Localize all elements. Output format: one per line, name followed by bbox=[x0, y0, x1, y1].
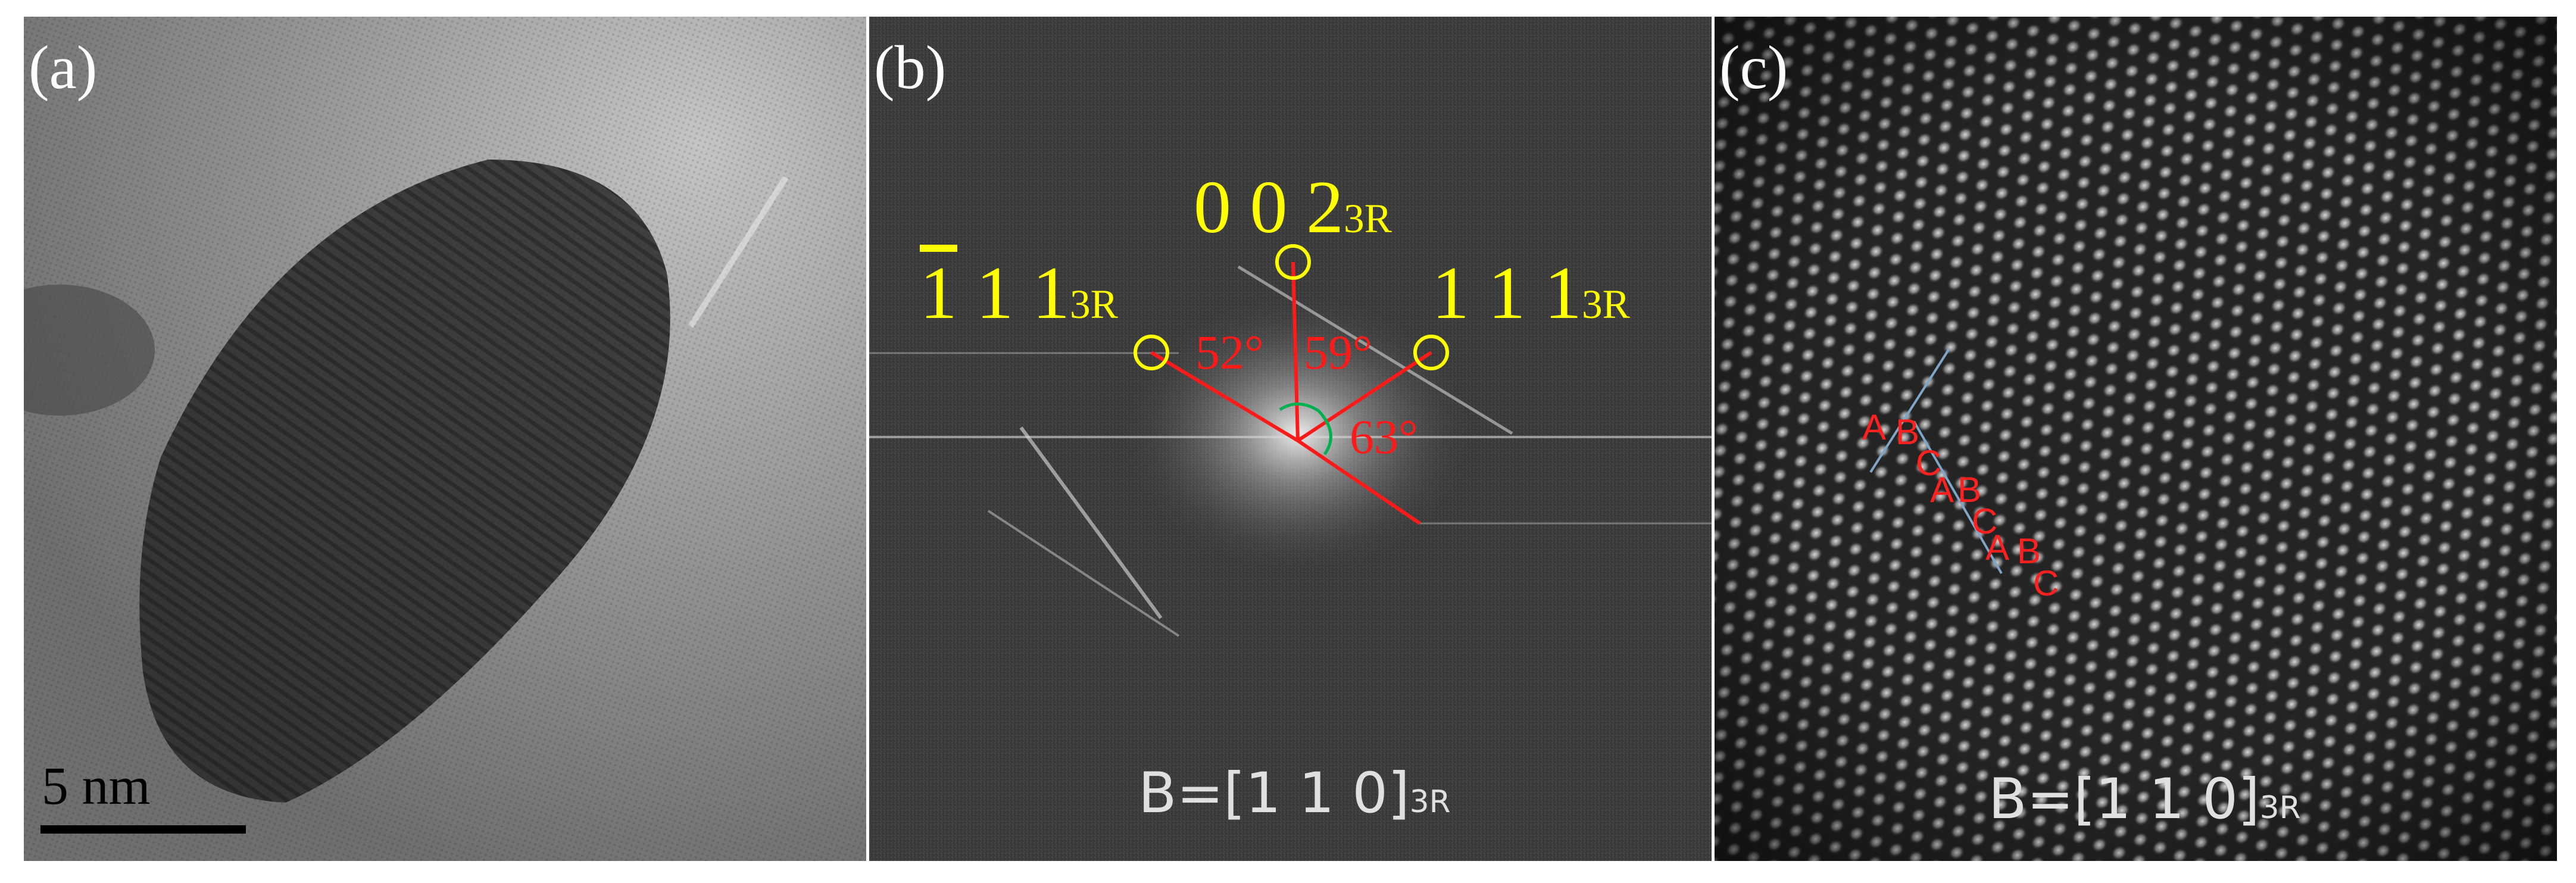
stacking-letter: C bbox=[2033, 563, 2059, 603]
stacking-letter: B bbox=[2017, 531, 2041, 571]
panel-a-hrtem-image: (a) 5 nm bbox=[24, 17, 866, 861]
stacking-letter: A bbox=[1862, 407, 1887, 447]
stacking-letter: B bbox=[1896, 412, 1920, 452]
spot-circle-111 bbox=[1413, 335, 1449, 370]
panel-label-b: (b) bbox=[874, 33, 947, 102]
fft-diffraction-pattern bbox=[869, 17, 1712, 861]
stacking-guide-short bbox=[1869, 348, 1950, 473]
stacking-letter: C bbox=[1916, 443, 1942, 483]
spot-label-111: 1 1 13R bbox=[1432, 252, 1630, 335]
angle-label-63: 63° bbox=[1350, 410, 1418, 464]
filtered-lattice-image bbox=[1715, 17, 2557, 861]
angle-lines bbox=[1150, 261, 1432, 525]
scale-bar-label: 5 nm bbox=[42, 757, 151, 816]
angle-label-52: 52° bbox=[1195, 325, 1264, 379]
panel-label-c: (c) bbox=[1719, 33, 1788, 102]
angle-label-59: 59° bbox=[1304, 325, 1372, 379]
spot-label-002: 0 0 23R bbox=[1194, 166, 1392, 249]
spot-circle-bar111 bbox=[1134, 335, 1169, 370]
stacking-letter: A bbox=[1985, 528, 2010, 567]
angle-arc bbox=[1279, 403, 1320, 413]
stacking-letter: B bbox=[1957, 470, 1982, 510]
hrtem-micrograph bbox=[24, 17, 866, 861]
zone-axis-label-c: B=[1 1 0]3R bbox=[1988, 767, 2301, 832]
panel-b-fft-pattern: (b) 0 0 23R 1 1 13R 1 1 13R 52° 59° 63° … bbox=[869, 17, 1712, 861]
stacking-letter: C bbox=[1972, 501, 1998, 541]
scale-bar bbox=[40, 825, 246, 834]
stacking-letter: A bbox=[1930, 470, 1954, 510]
spot-label-bar111: 1 1 13R bbox=[920, 252, 1118, 335]
spot-circle-002 bbox=[1275, 244, 1311, 280]
panel-c-filtered-lattice: (c) A B C A B C A B C B=[1 1 0]3R bbox=[1715, 17, 2557, 861]
dark-particle-left bbox=[24, 285, 155, 416]
stacking-guide-long bbox=[1913, 421, 2003, 574]
lattice-fringes bbox=[139, 160, 670, 803]
panel-label-a: (a) bbox=[29, 33, 98, 102]
zone-axis-label-b: B=[1 1 0]3R bbox=[1138, 761, 1451, 826]
